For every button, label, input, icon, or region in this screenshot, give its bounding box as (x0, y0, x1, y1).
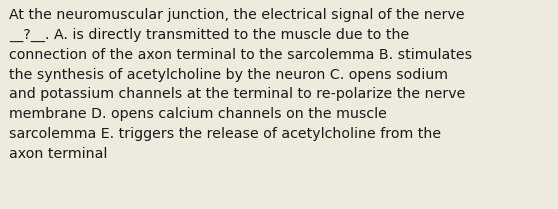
Text: At the neuromuscular junction, the electrical signal of the nerve
__?__. A. is d: At the neuromuscular junction, the elect… (9, 8, 472, 161)
